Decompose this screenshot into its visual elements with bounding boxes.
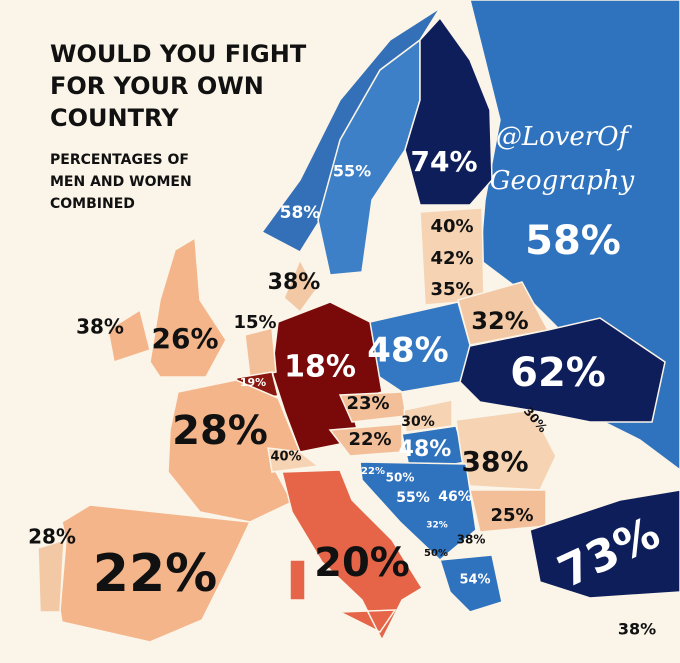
percent-label: 55% (333, 162, 371, 181)
title-line: COUNTRY (50, 104, 179, 132)
percent-label: 38% (268, 270, 321, 295)
percent-label: 50% (386, 471, 415, 485)
switzerland (267, 447, 320, 473)
title-line: WOULD YOU FIGHT (50, 40, 307, 68)
percent-label: 40% (270, 450, 301, 465)
percent-label: 32% (471, 307, 528, 335)
uk (149, 236, 227, 378)
percent-label: 46% (438, 489, 472, 505)
percent-label: 19% (240, 376, 266, 389)
ireland (107, 308, 151, 363)
finland (404, 16, 493, 206)
countries (37, 0, 680, 643)
percent-label: 35% (430, 279, 473, 300)
percent-label: 22% (361, 466, 385, 477)
percent-label: 38% (461, 445, 528, 478)
denmark (283, 258, 317, 314)
percent-label: 48% (399, 437, 452, 462)
percent-label: 50% (424, 548, 448, 559)
portugal (37, 538, 65, 613)
percent-label: 30% (401, 414, 435, 430)
percent-label: 20% (314, 540, 410, 586)
subtitle-line: MEN AND WOMEN (50, 174, 192, 190)
percent-label: 38% (76, 315, 124, 339)
percent-label: 26% (151, 322, 218, 355)
percent-label: 22% (93, 544, 217, 604)
ukraine (457, 317, 666, 423)
percent-label: 38% (618, 620, 656, 639)
netherlands (244, 327, 277, 379)
percent-label: 55% (396, 490, 430, 506)
austria (328, 423, 403, 457)
credit-line: Geography (490, 166, 635, 196)
percent-label: 28% (172, 408, 268, 454)
percent-label: 40% (430, 216, 473, 237)
percent-label: 54% (459, 573, 490, 588)
percent-label: 25% (490, 505, 533, 526)
percent-label: 48% (367, 331, 448, 371)
subtitle-line: PERCENTAGES OF (50, 152, 189, 168)
greece (439, 554, 503, 613)
percent-label: 22% (348, 429, 391, 450)
percent-label: 23% (346, 393, 389, 414)
percent-label: 38% (457, 533, 486, 547)
percent-label: 15% (233, 312, 276, 333)
percent-label: 74% (410, 145, 477, 178)
percent-label: 42% (430, 248, 473, 269)
turkey (529, 489, 680, 599)
title-line: FOR YOUR OWN (50, 72, 264, 100)
percent-label: 62% (510, 350, 606, 396)
spain (59, 504, 252, 643)
percent-label: 58% (525, 218, 621, 264)
subtitle-line: COMBINED (50, 196, 135, 212)
percent-label: 58% (280, 203, 321, 223)
italy (281, 469, 424, 642)
percent-label: 32% (426, 521, 448, 531)
percent-label: 28% (28, 525, 76, 549)
header: WOULD YOU FIGHT FOR YOUR OWN COUNTRY PERCEN… (50, 40, 635, 212)
percent-label: 18% (284, 350, 356, 385)
credit-line: @LoverOf (496, 122, 633, 152)
